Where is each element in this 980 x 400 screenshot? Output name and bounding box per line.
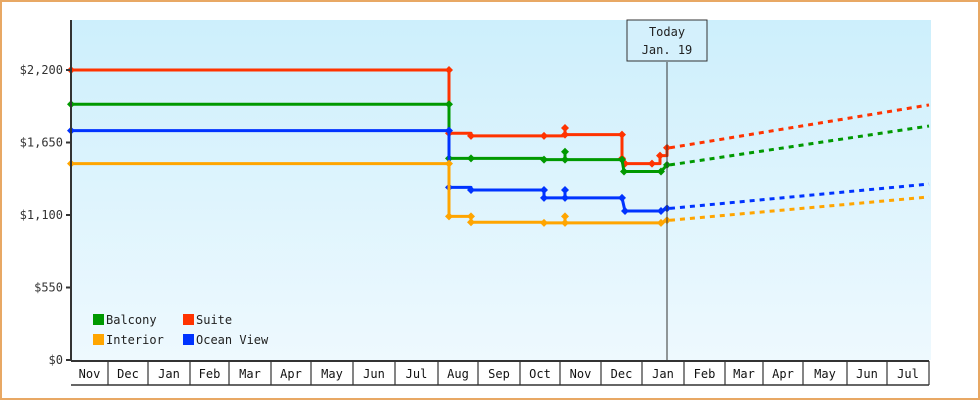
month-label: Dec — [611, 367, 633, 381]
legend-item-ocean-view[interactable]: Ocean View — [183, 333, 269, 347]
legend-label: Suite — [196, 313, 232, 327]
data-point[interactable] — [618, 193, 626, 202]
data-point[interactable] — [445, 66, 453, 74]
month-label: Mar — [239, 367, 261, 381]
data-point[interactable] — [467, 154, 475, 163]
legend: Balcony Suite Interior Ocean View — [93, 313, 269, 347]
month-label: May — [321, 367, 343, 381]
legend-swatch — [183, 314, 194, 325]
data-point[interactable] — [656, 151, 664, 160]
projection-line — [669, 124, 930, 167]
data-point[interactable] — [561, 155, 569, 164]
data-point[interactable] — [445, 126, 453, 135]
legend-item-suite[interactable]: Suite — [183, 313, 232, 327]
month-label: Mar — [733, 367, 755, 381]
month-label: Nov — [79, 367, 101, 381]
data-point[interactable] — [620, 167, 628, 176]
data-point[interactable] — [467, 212, 475, 221]
data-point[interactable] — [445, 159, 453, 168]
y-axis-ticks: $0 $550 $1,100 $1,650 $2,200 — [20, 63, 71, 367]
data-point[interactable] — [648, 159, 656, 168]
month-label: Jan — [652, 367, 674, 381]
month-label: Feb — [199, 367, 221, 381]
month-label: Jun — [363, 367, 385, 381]
month-label: May — [814, 367, 836, 381]
month-label: Oct — [529, 367, 551, 381]
data-point[interactable] — [540, 185, 548, 194]
data-point[interactable] — [561, 124, 569, 132]
data-point[interactable] — [561, 130, 569, 139]
data-point[interactable] — [467, 185, 475, 194]
legend-swatch — [93, 314, 104, 325]
data-point[interactable] — [621, 207, 629, 216]
projection-line — [669, 103, 930, 150]
month-label: Apr — [772, 367, 794, 381]
legend-label: Interior — [106, 333, 164, 347]
today-date: Jan. 19 — [642, 43, 693, 57]
data-point[interactable] — [561, 212, 569, 221]
month-label: Jul — [897, 367, 919, 381]
data-point[interactable] — [540, 193, 548, 202]
y-tick-label: $550 — [34, 281, 63, 295]
y-tick-label: $2,200 — [20, 63, 63, 77]
data-point[interactable] — [561, 185, 569, 194]
legend-swatch — [93, 334, 104, 345]
legend-item-interior[interactable]: Interior — [93, 333, 164, 347]
series-layer — [67, 66, 930, 227]
y-tick-label: $1,650 — [20, 136, 63, 150]
data-point[interactable] — [540, 155, 548, 164]
projection-line — [669, 182, 930, 210]
data-point[interactable] — [445, 100, 453, 109]
month-label: Feb — [694, 367, 716, 381]
data-point[interactable] — [657, 167, 665, 176]
month-label: Dec — [117, 367, 139, 381]
y-tick-label: $0 — [49, 353, 63, 367]
x-axis-months: Nov Dec Jan Feb Mar Apr May Jun Jul Aug Sep Oct Nov D… — [71, 360, 930, 386]
data-point[interactable] — [561, 193, 569, 202]
today-label: Today — [649, 25, 685, 39]
legend-label: Ocean View — [196, 333, 269, 347]
data-point[interactable] — [618, 130, 626, 139]
month-label: Jul — [406, 367, 428, 381]
month-label: Jun — [856, 367, 878, 381]
data-point[interactable] — [467, 218, 475, 227]
y-tick-label: $1,100 — [20, 208, 63, 222]
series-interior — [67, 159, 930, 227]
data-point[interactable] — [657, 207, 665, 216]
month-label: Aug — [447, 367, 469, 381]
data-point[interactable] — [561, 218, 569, 227]
data-point[interactable] — [540, 218, 548, 227]
month-label: Apr — [280, 367, 302, 381]
data-point[interactable] — [445, 212, 453, 221]
month-label: Sep — [488, 367, 510, 381]
data-point[interactable] — [467, 131, 475, 140]
month-label: Jan — [158, 367, 180, 381]
data-point[interactable] — [561, 147, 569, 156]
data-point[interactable] — [657, 218, 665, 227]
data-point[interactable] — [618, 155, 626, 164]
legend-label: Balcony — [106, 313, 157, 327]
today-marker: Today Jan. 19 — [626, 19, 708, 361]
legend-item-balcony[interactable]: Balcony — [93, 313, 157, 327]
projection-line — [669, 195, 930, 222]
today-box — [626, 19, 708, 62]
legend-swatch — [183, 334, 194, 345]
data-point[interactable] — [540, 131, 548, 140]
month-label: Nov — [570, 367, 592, 381]
